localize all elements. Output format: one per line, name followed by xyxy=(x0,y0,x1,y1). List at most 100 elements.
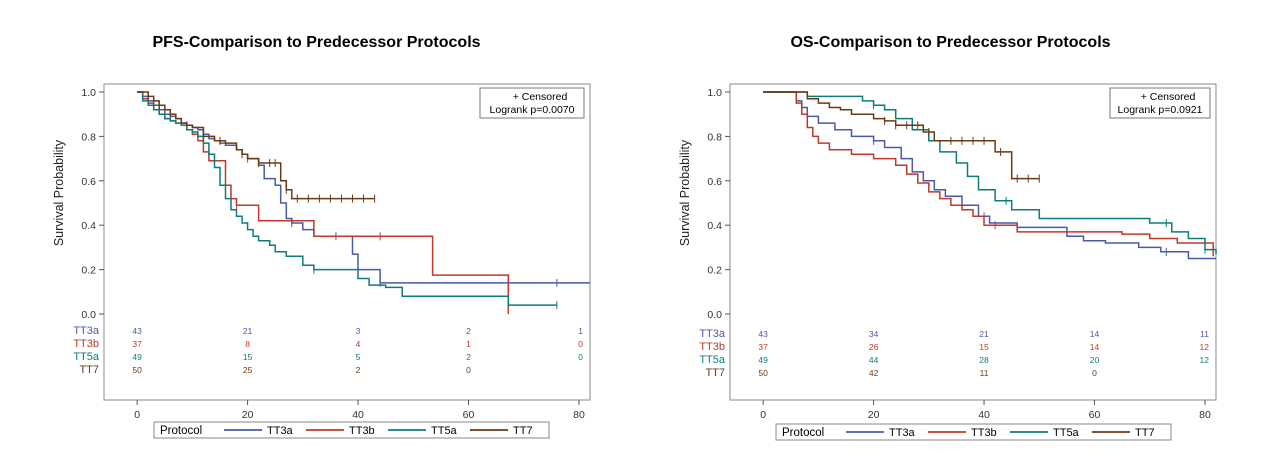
legend-box xyxy=(775,423,1172,441)
risk-table-cell: 0 xyxy=(1092,368,1097,378)
risk-table-label-tt7: TT7 xyxy=(79,364,99,376)
y-tick-label: 0.6 xyxy=(707,176,722,188)
risk-table-label-tt3b: TT3b xyxy=(699,341,725,353)
risk-table-cell: 49 xyxy=(758,355,768,365)
risk-table-label-tt3b: TT3b xyxy=(73,338,99,350)
risk-table-cell: 26 xyxy=(869,342,879,352)
risk-table-label-tt3a: TT3a xyxy=(699,328,726,340)
risk-table-cell: 15 xyxy=(979,342,989,352)
legend-label-tt7: TT7 xyxy=(1135,427,1155,439)
risk-table-label-tt3a: TT3a xyxy=(73,325,100,337)
risk-table-cell: 0 xyxy=(578,339,583,349)
x-tick-label: 20 xyxy=(242,409,254,421)
risk-table-cell: 14 xyxy=(1090,342,1100,352)
censored-note: + Censored xyxy=(1141,91,1196,103)
x-tick-label: 20 xyxy=(868,409,880,421)
x-tick-label: 80 xyxy=(1199,409,1211,421)
legend-label-tt5a: TT5a xyxy=(431,425,458,437)
risk-table-cell: 1 xyxy=(578,326,583,336)
risk-table-cell: 43 xyxy=(758,329,768,339)
pfs-chart-title: PFS-Comparison to Predecessor Protocols xyxy=(152,34,481,51)
risk-table-cell: 37 xyxy=(758,342,768,352)
risk-table-cell: 15 xyxy=(243,352,253,362)
risk-table-cell: 2 xyxy=(356,365,361,375)
x-tick-label: 60 xyxy=(1089,409,1101,421)
y-axis-label: Survival Probability xyxy=(678,139,692,246)
logrank-pvalue: Logrank p=0.0070 xyxy=(490,104,575,116)
legend-label-tt3a: TT3a xyxy=(267,425,294,437)
risk-table-cell: 49 xyxy=(132,352,142,362)
risk-table-cell: 12 xyxy=(1199,355,1209,365)
risk-table-cell: 42 xyxy=(869,368,879,378)
risk-table-label-tt5a: TT5a xyxy=(73,351,100,363)
y-tick-label: 0.6 xyxy=(81,176,96,188)
risk-table-label-tt7: TT7 xyxy=(705,367,725,379)
risk-table-label-tt5a: TT5a xyxy=(699,354,726,366)
km-curve-tt5a xyxy=(137,91,557,306)
pfs-chart-panel: PFS-Comparison to Predecessor Protocols … xyxy=(0,0,633,463)
x-tick-label: 40 xyxy=(352,409,364,421)
risk-table-cell: 11 xyxy=(980,368,989,378)
km-curve-tt3b xyxy=(763,91,1214,257)
plot-frame xyxy=(729,83,1217,401)
km-curve-tt3a xyxy=(137,91,590,284)
risk-table-cell: 21 xyxy=(243,326,253,336)
risk-table-cell: 0 xyxy=(466,365,471,375)
stats-box xyxy=(1109,87,1211,119)
risk-table-cell: 37 xyxy=(132,339,142,349)
y-tick-label: 0.4 xyxy=(707,220,722,232)
y-tick-label: 1.0 xyxy=(707,87,722,99)
risk-table-cell: 43 xyxy=(132,326,142,336)
y-tick-label: 0.0 xyxy=(707,309,722,321)
x-tick-label: 80 xyxy=(573,409,585,421)
y-tick-label: 0.8 xyxy=(707,131,722,143)
y-tick-label: 0.2 xyxy=(81,265,96,277)
y-tick-label: 0.4 xyxy=(81,220,96,232)
plot-frame xyxy=(103,83,591,401)
risk-table-cell: 21 xyxy=(979,329,989,339)
risk-table-cell: 11 xyxy=(1200,329,1209,339)
legend: Protocol TT3a TT3b TT5a TT7 xyxy=(153,421,550,439)
risk-table-cell: 2 xyxy=(466,352,471,362)
logrank-pvalue: Logrank p=0.0921 xyxy=(1118,104,1203,116)
risk-table-cell: 50 xyxy=(758,368,768,378)
risk-table-cell: 34 xyxy=(869,329,879,339)
risk-table-cell: 25 xyxy=(243,365,253,375)
risk-table-cell: 2 xyxy=(466,326,471,336)
legend-label-tt7: TT7 xyxy=(513,425,533,437)
risk-table-cell: 14 xyxy=(1090,329,1100,339)
os-km-plot: 0.00.20.40.60.81.0020406080MonthsSurviva… xyxy=(678,83,1217,441)
legend: Protocol TT3a TT3b TT5a TT7 xyxy=(775,423,1172,441)
risk-table-cell: 44 xyxy=(869,355,879,365)
risk-table-cell: 3 xyxy=(356,326,361,336)
legend-label-tt3a: TT3a xyxy=(889,427,916,439)
km-curve-tt3a xyxy=(763,91,1216,260)
risk-table-cell: 8 xyxy=(245,339,250,349)
risk-table-cell: 28 xyxy=(979,355,989,365)
legend-label-tt5a: TT5a xyxy=(1053,427,1080,439)
legend-title: Protocol xyxy=(160,425,202,437)
legend-label-tt3b: TT3b xyxy=(971,427,997,439)
y-tick-label: 0.8 xyxy=(81,131,96,143)
risk-table-cell: 5 xyxy=(356,352,361,362)
pfs-km-plot: 0.00.20.40.60.81.0020406080MonthsSurviva… xyxy=(52,83,591,439)
risk-table-cell: 12 xyxy=(1199,342,1209,352)
risk-table-cell: 50 xyxy=(132,365,142,375)
risk-table-cell: 4 xyxy=(356,339,361,349)
legend-title: Protocol xyxy=(782,427,824,439)
censored-note: + Censored xyxy=(513,91,568,103)
x-tick-label: 40 xyxy=(978,409,990,421)
y-tick-label: 0.2 xyxy=(707,265,722,277)
os-chart-title: OS-Comparison to Predecessor Protocols xyxy=(790,34,1111,51)
y-tick-label: 0.0 xyxy=(81,309,96,321)
x-tick-label: 0 xyxy=(760,409,766,421)
risk-table-cell: 0 xyxy=(578,352,583,362)
risk-table-cell: 20 xyxy=(1090,355,1100,365)
y-axis-label: Survival Probability xyxy=(52,139,66,246)
x-tick-label: 0 xyxy=(134,409,140,421)
legend-label-tt3b: TT3b xyxy=(349,425,375,437)
y-tick-label: 1.0 xyxy=(81,87,96,99)
legend-box xyxy=(153,421,550,439)
km-curve-tt5a xyxy=(763,91,1217,255)
stats-box xyxy=(479,87,585,119)
